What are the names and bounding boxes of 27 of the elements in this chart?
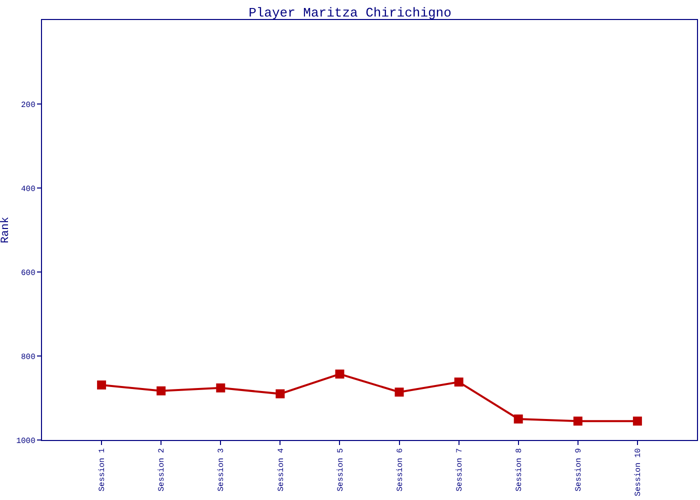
x-tick-label: Session 4 [276, 448, 286, 492]
y-axis-title: Rank [0, 216, 12, 244]
point [514, 414, 523, 424]
x-tick-label: Session 8 [514, 448, 524, 492]
y-tick-label: 1000 [16, 436, 36, 446]
x-tick-label: Session 3 [217, 448, 226, 492]
point [156, 386, 166, 396]
y-tick-label: 600 [20, 268, 36, 278]
x-tick-label: Session 10 [634, 448, 644, 496]
x-tick-label: Session 1 [98, 448, 108, 492]
y-tick-label: 200 [20, 100, 36, 110]
point [276, 389, 285, 398]
point [97, 380, 106, 390]
x-tick-label: Session 9 [574, 448, 584, 492]
point [335, 370, 344, 379]
x-tick-label: Session 6 [396, 448, 405, 492]
y-tick-label: 800 [20, 352, 36, 362]
point [454, 378, 464, 387]
x-tick-label: Session 5 [336, 448, 346, 492]
point [216, 383, 226, 392]
chart-title: Player Maritza Chirichigno [248, 6, 452, 21]
y-tick-label: 400 [20, 184, 36, 194]
point [394, 388, 404, 397]
x-tick-label: Session 2 [158, 448, 167, 492]
point [632, 416, 642, 426]
x-tick-label: Session 7 [455, 448, 464, 492]
point [573, 416, 582, 426]
